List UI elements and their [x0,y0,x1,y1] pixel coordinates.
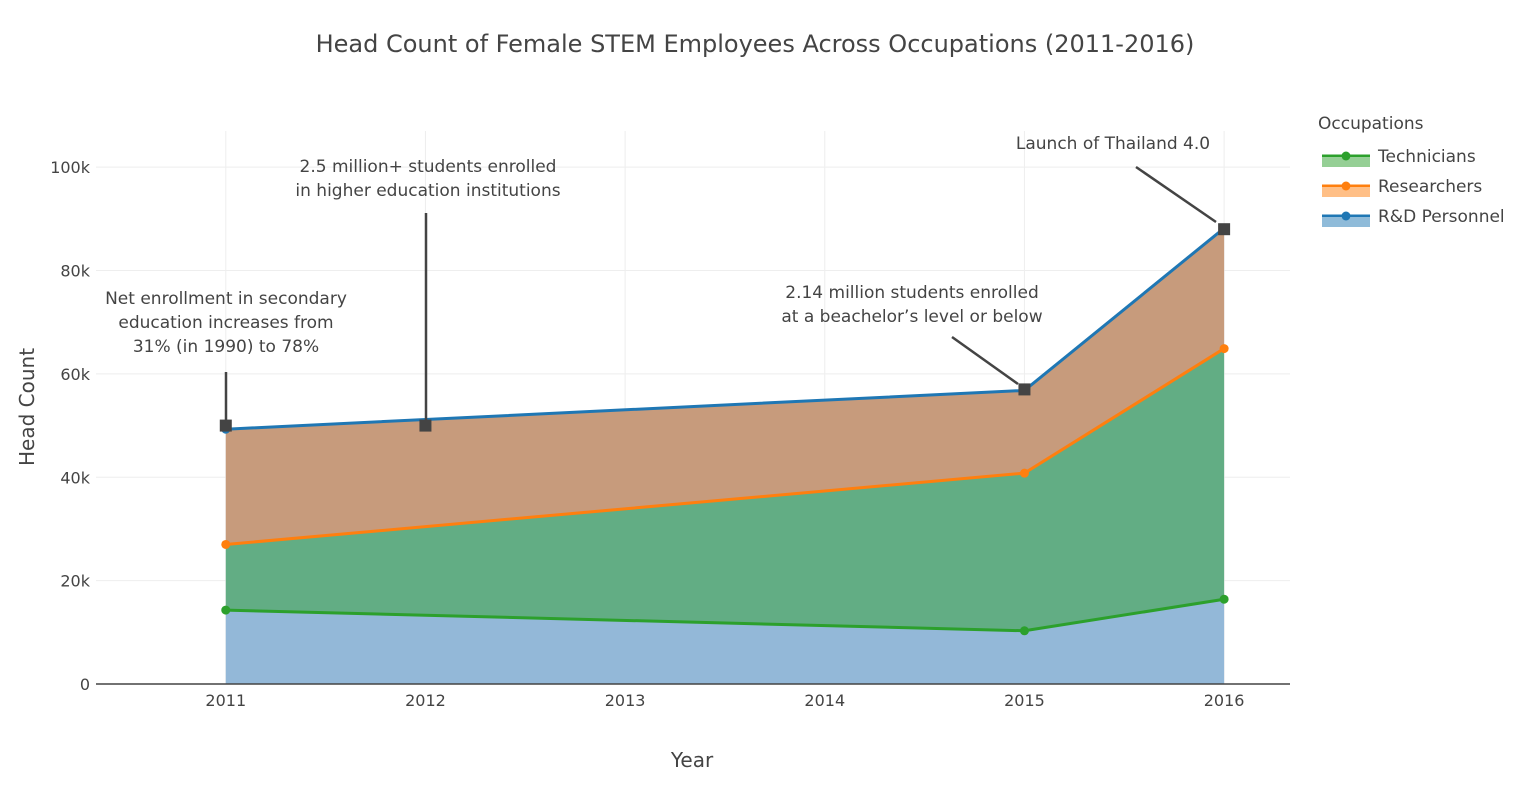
x-tick-label: 2016 [1204,691,1245,710]
annotation-text: 2.14 million students enrolled [785,283,1038,303]
technicians-point[interactable] [1219,594,1229,604]
x-tick-label: 2013 [605,691,646,710]
annotation-arrow [951,335,1019,386]
legend-title: Occupations [1318,114,1424,134]
y-tick-label: 0 [80,675,90,694]
annotation-arrow [1135,165,1217,224]
chart-title: Head Count of Female STEM Employees Acro… [316,30,1195,58]
annotation-marker [419,419,432,432]
technicians-legend-swatch [1322,158,1370,167]
x-tick-label: 2011 [205,691,246,710]
researchers-legend-marker [1341,181,1351,191]
x-tick-label: 2015 [1004,691,1045,710]
annotation-text: Launch of Thailand 4.0 [1016,134,1210,154]
y-tick-label: 20k [60,572,90,591]
annotation-marker [1218,223,1231,236]
annotation-marker [1018,383,1031,396]
technicians-area [225,599,1225,684]
annotation-text: 31% (in 1990) to 78% [133,337,319,357]
rd-personnel-legend-swatch [1322,218,1370,227]
technicians-point[interactable] [1019,626,1029,636]
technicians-legend-marker [1341,151,1351,161]
annotation-text: in higher education institutions [295,181,560,201]
y-tick-label: 60k [60,365,90,384]
researchers-point[interactable] [1019,468,1029,478]
legend-item-label: Researchers [1378,177,1482,197]
y-tick-label: 80k [60,262,90,281]
technicians-point[interactable] [221,605,231,615]
annotation-text: education increases from [118,313,333,333]
rd-personnel-legend-marker [1341,211,1351,221]
researchers-point[interactable] [1219,344,1229,354]
annotation-text: 2.5 million+ students enrolled [300,157,557,177]
legend-item-label: Technicians [1377,147,1476,167]
legend-item-label: R&D Personnel [1378,207,1505,227]
y-axis-title: Head Count [15,348,39,466]
x-axis-title: Year [670,748,714,772]
researchers-legend-swatch [1322,188,1370,197]
annotation-text: Net enrollment in secondary [105,289,347,309]
y-tick-label: 40k [60,468,90,487]
rd-personnel-area [225,228,1225,545]
researchers-point[interactable] [221,539,231,549]
annotation-text: at a beachelor’s level or below [781,307,1042,327]
annotation-marker [219,419,232,432]
x-tick-label: 2012 [405,691,446,710]
x-tick-label: 2014 [804,691,845,710]
researchers-area [225,348,1225,631]
y-tick-label: 100k [50,158,91,177]
